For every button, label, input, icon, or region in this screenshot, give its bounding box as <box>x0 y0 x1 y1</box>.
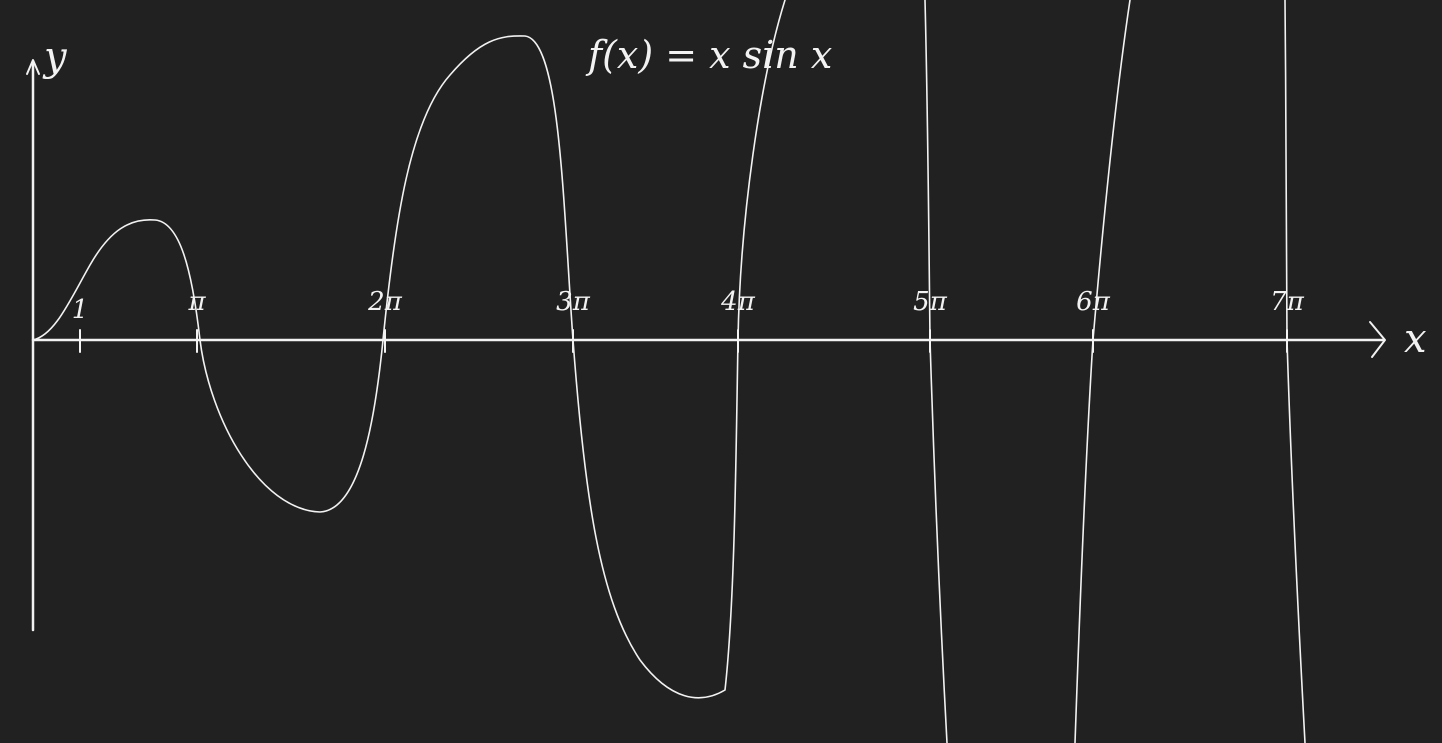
tick-label: 1 <box>72 295 89 325</box>
tick-label: π <box>187 287 206 317</box>
tick-label: 4π <box>720 287 756 317</box>
tick-label: 6π <box>1076 287 1111 317</box>
tick-label: 5π <box>913 287 948 317</box>
formula: f(x) = x sin x <box>585 33 832 77</box>
tick-label: 3π <box>556 287 591 317</box>
y-axis-label: y <box>42 34 68 80</box>
x-axis-label: x <box>1404 316 1427 362</box>
y-axis-arrow <box>26 59 40 75</box>
tick-label: 7π <box>1270 287 1305 317</box>
x-axis-arrow <box>1369 321 1386 358</box>
tick-label: 2π <box>367 287 403 317</box>
